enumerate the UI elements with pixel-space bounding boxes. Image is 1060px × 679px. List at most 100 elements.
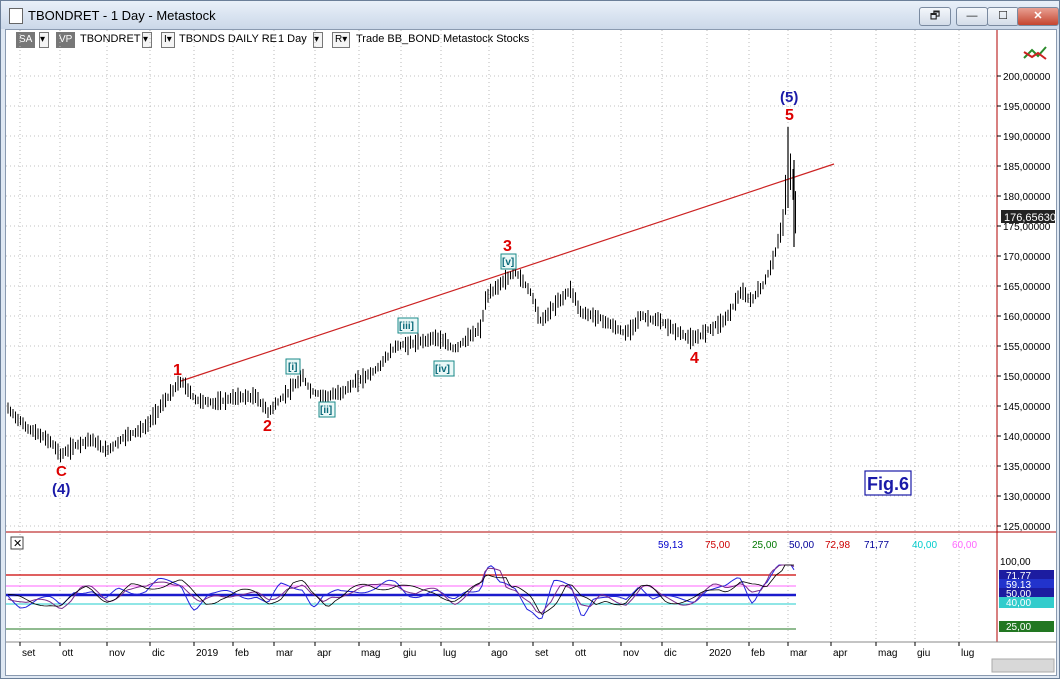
- price-tick-label: 190,00000: [1003, 132, 1051, 143]
- subwave-i: [i]: [288, 362, 297, 373]
- window-title: TBONDRET - 1 Day - Metastock: [28, 8, 216, 23]
- subwave-ii: [ii]: [320, 405, 332, 416]
- subwave-v-box: [500, 253, 517, 270]
- subwave-iv-box: [433, 360, 455, 377]
- price-tick-label: 135,00000: [1003, 462, 1051, 473]
- date-tick-label: set: [535, 648, 549, 659]
- indicator-badge-text: 25,00: [1006, 622, 1031, 633]
- date-tick-label: ago: [491, 648, 508, 659]
- subwave-iii: [iii]: [399, 321, 414, 332]
- indicator-legend-item: 60,00: [952, 540, 977, 551]
- date-tick-label: mag: [361, 648, 380, 659]
- date-tick-label: ott: [575, 648, 586, 659]
- indicator-badge-text: 59,13: [1006, 580, 1031, 591]
- indicator-legend-item: 59,13: [658, 540, 683, 551]
- wave-label-5-degree: (5): [780, 89, 798, 106]
- restore-chart-button[interactable]: 🗗: [919, 7, 951, 26]
- price-tick-label: 200,00000: [1003, 72, 1051, 83]
- price-tick-label: 125,00000: [1003, 522, 1051, 533]
- price-bars: [7, 127, 796, 463]
- symbol-label[interactable]: TBONDRET: [80, 33, 141, 45]
- chart-client-area: SA ▾ VP TBONDRET ▾ I▾ TBONDS DAILY RE 1 …: [5, 29, 1057, 676]
- date-tick-label: giu: [917, 648, 930, 659]
- symbol-dropdown[interactable]: ▾: [142, 32, 152, 48]
- date-tick-label: mar: [276, 648, 294, 659]
- date-tick-label: feb: [235, 648, 249, 659]
- indicator-r-button[interactable]: R▾: [332, 32, 351, 48]
- subwave-iv: [iv]: [435, 364, 450, 375]
- indicator-badge-text: 40,00: [1006, 598, 1031, 609]
- date-tick-label: giu: [403, 648, 416, 659]
- template-label[interactable]: Trade BB_BOND Metastock Stocks: [356, 33, 530, 45]
- wave-label-4: 4: [690, 350, 699, 367]
- subwave-v: [v]: [502, 257, 514, 268]
- period-dropdown[interactable]: ▾: [313, 32, 323, 48]
- figure-label-box: [864, 470, 912, 496]
- price-tick-label: 170,00000: [1003, 252, 1051, 263]
- indicator-close-icon[interactable]: ✕: [13, 538, 22, 550]
- date-tick-label: lug: [961, 648, 974, 659]
- wave-label-3: 3: [503, 238, 512, 255]
- price-axis: 200,00000 195,00000 190,00000 185,00000 180,…: [997, 72, 1051, 533]
- current-price-text: 176,65630: [1004, 212, 1056, 224]
- date-tick-label: apr: [833, 648, 848, 659]
- indicator-legend-item: 40,00: [912, 540, 937, 551]
- indicator-close-box[interactable]: [10, 536, 24, 550]
- price-tick-label: 155,00000: [1003, 342, 1051, 353]
- date-tick-label: dic: [152, 648, 165, 659]
- horizontal-scrollbar[interactable]: [991, 658, 1055, 673]
- indicator-badge-text: 71,77: [1006, 571, 1031, 582]
- oscillator-line: [7, 564, 795, 614]
- indicator-badge: [999, 570, 1054, 581]
- maximize-button[interactable]: ☐: [987, 7, 1019, 26]
- indicator-badge: [999, 597, 1054, 608]
- indicator-badge: [999, 579, 1054, 590]
- figure-label: Fig.6: [867, 474, 909, 494]
- close-button[interactable]: ✕: [1017, 7, 1059, 26]
- app-icon: [9, 8, 23, 24]
- chart-logo-icon-red: [1023, 51, 1047, 60]
- indicator-legend-item: 75,00: [705, 540, 730, 551]
- date-tick-label: nov: [109, 648, 125, 659]
- indicator-i-button[interactable]: I▾: [161, 32, 175, 48]
- indicator-legend-item: 71,77: [864, 540, 889, 551]
- indicator-badge: [999, 621, 1054, 632]
- title-bar: TBONDRET - 1 Day - Metastock 🗗 — ☐ ✕: [1, 1, 1059, 29]
- indicator-legend-item: 25,00: [752, 540, 777, 551]
- security-label[interactable]: TBONDS DAILY RE: [179, 33, 278, 45]
- wave-label-5: 5: [785, 107, 794, 124]
- indicator-legend-item: 50,00: [789, 540, 814, 551]
- wave-label-2: 2: [263, 418, 272, 435]
- date-tick-label: mag: [878, 648, 897, 659]
- indicator-legend: 59,13 75,00 25,00 50,00 72,98 71,77 40,00 60,00: [658, 540, 977, 551]
- date-tick-label: 2020: [709, 648, 732, 659]
- price-tick-label: 185,00000: [1003, 162, 1051, 173]
- vp-button[interactable]: VP: [56, 32, 76, 48]
- indicator-badge: [999, 588, 1054, 599]
- subwave-i-box: [285, 358, 301, 375]
- price-tick-label: 175,00000: [1003, 222, 1051, 233]
- minimize-button[interactable]: —: [956, 7, 988, 26]
- sa-dropdown[interactable]: ▾: [39, 32, 49, 48]
- price-tick-label: 145,00000: [1003, 402, 1051, 413]
- indicator-legend-item: 72,98: [825, 540, 850, 551]
- price-tick-label: 150,00000: [1003, 372, 1051, 383]
- subwave-iii-box: [397, 317, 419, 334]
- wave-label-4-degree: (4): [52, 481, 70, 498]
- oscillator-lines: [7, 564, 795, 620]
- period-label[interactable]: 1 Day: [278, 33, 307, 45]
- date-tick-label: 2019: [196, 648, 219, 659]
- current-price-badge: [1001, 210, 1055, 223]
- date-tick-label: set: [22, 648, 36, 659]
- oscillator-line: [8, 564, 794, 615]
- wave-label-1: 1: [173, 362, 182, 379]
- sa-button[interactable]: SA: [16, 32, 36, 48]
- chart-svg: 200,00000 195,00000 190,00000 185,00000 180,…: [6, 30, 1056, 673]
- indicator-axis-top: 100,00: [1000, 557, 1031, 568]
- price-tick-label: 195,00000: [1003, 102, 1051, 113]
- date-tick-label: apr: [317, 648, 332, 659]
- wave-label-c: C: [56, 463, 67, 480]
- date-tick-label: nov: [623, 648, 639, 659]
